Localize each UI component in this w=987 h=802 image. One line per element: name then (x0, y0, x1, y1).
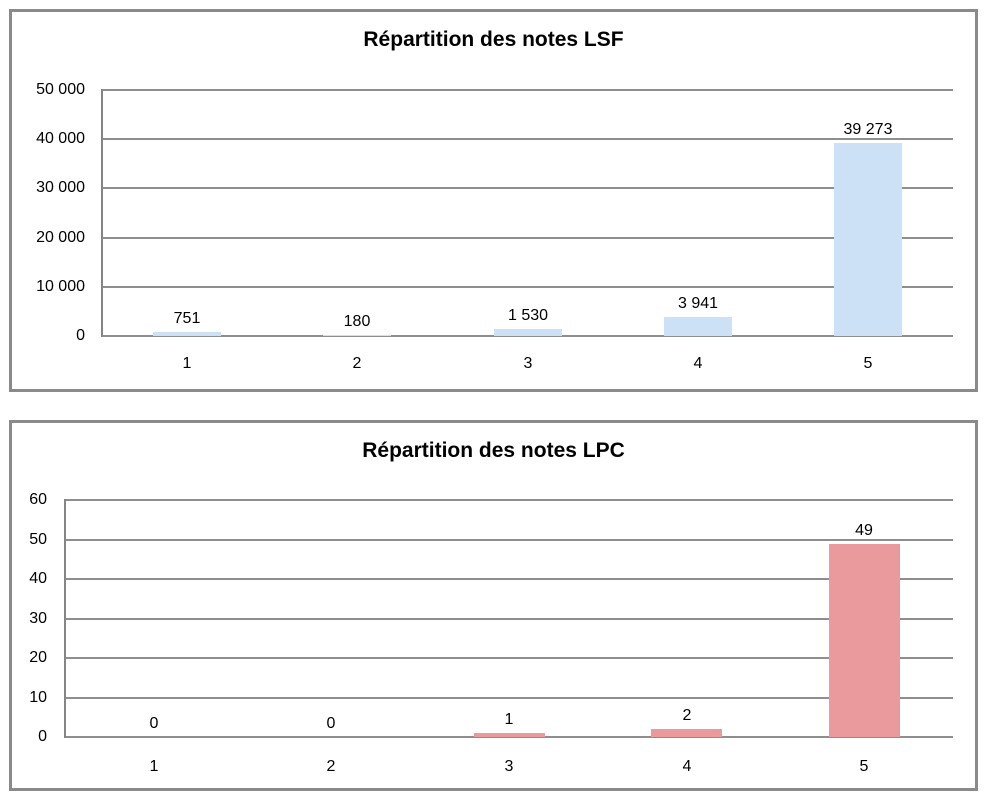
gridline (65, 618, 953, 620)
gridline (102, 335, 953, 337)
gridline (65, 539, 953, 541)
gridline (65, 499, 953, 501)
gridline (102, 286, 953, 288)
gridline (102, 89, 953, 91)
y-tick-label: 20 000 (36, 229, 85, 246)
y-tick-label: 40 (29, 570, 47, 587)
y-axis-line (101, 89, 103, 337)
bar-value-label: 1 (504, 711, 514, 728)
y-tick-label: 60 (29, 491, 47, 508)
bar-category-5 (829, 543, 900, 737)
bar-value-label: 180 (343, 313, 371, 330)
gridline (65, 736, 953, 738)
bar-value-label: 49 (855, 522, 873, 539)
x-tick-label: 1 (149, 758, 159, 775)
y-tick-label: 40 000 (36, 130, 85, 147)
y-tick-label: 30 (29, 610, 47, 627)
x-tick-label: 5 (863, 355, 873, 372)
x-tick-label: 2 (326, 758, 336, 775)
y-tick-label: 30 000 (36, 179, 85, 196)
bar-category-3 (474, 733, 545, 737)
y-tick-label: 50 (29, 531, 47, 548)
bar-value-label: 0 (149, 715, 159, 732)
gridline (65, 697, 953, 699)
bar-value-label: 751 (173, 310, 201, 327)
chart-panel-lpc: Répartition des notes LPC 0 10 20 30 40 50 60 1… (9, 420, 978, 791)
bar-value-label: 1 530 (507, 307, 549, 324)
y-axis-line (64, 499, 66, 738)
y-tick-label: 10 (29, 689, 47, 706)
gridline (65, 578, 953, 580)
x-tick-label: 5 (859, 758, 869, 775)
bar-value-label: 39 273 (843, 121, 893, 138)
x-tick-label: 1 (182, 355, 192, 372)
bar-category-3 (494, 328, 562, 336)
y-tick-label: 0 (76, 327, 85, 344)
bar-category-5 (834, 142, 902, 336)
x-tick-label: 4 (693, 355, 703, 372)
y-tick-label: 50 000 (36, 81, 85, 98)
x-tick-label: 3 (504, 758, 514, 775)
bar-category-4 (651, 729, 722, 737)
gridline (65, 657, 953, 659)
gridline (102, 187, 953, 189)
y-tick-label: 20 (29, 649, 47, 666)
y-tick-label: 10 000 (36, 278, 85, 295)
y-tick-label: 0 (38, 728, 47, 745)
bar-value-label: 2 (682, 707, 692, 724)
x-tick-label: 4 (682, 758, 692, 775)
bar-value-label: 3 941 (677, 295, 719, 312)
bar-category-1 (153, 332, 221, 336)
chart-title-lpc: Répartition des notes LPC (362, 439, 625, 462)
gridline (102, 138, 953, 140)
chart-title-lsf: Répartition des notes LSF (363, 28, 624, 51)
x-tick-label: 2 (352, 355, 362, 372)
x-tick-label: 3 (523, 355, 533, 372)
gridline (102, 237, 953, 239)
bar-category-4 (664, 316, 732, 336)
bar-value-label: 0 (326, 715, 336, 732)
chart-panel-lsf: Répartition des notes LSF 0 10 000 20 000 3… (9, 9, 978, 392)
bar-category-2 (323, 335, 391, 336)
